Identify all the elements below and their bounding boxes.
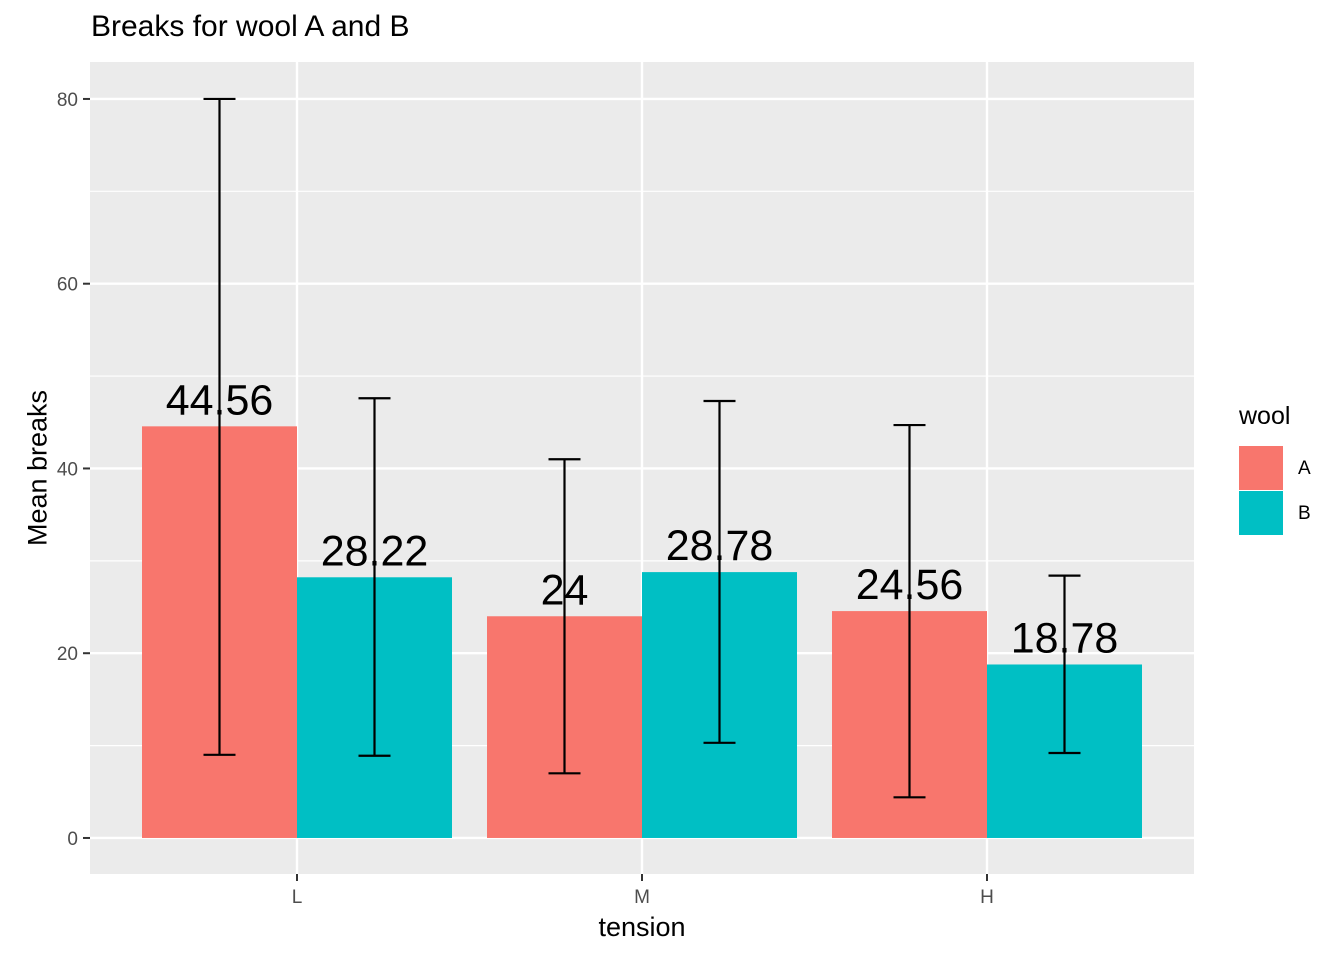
legend-label-b: B [1298, 503, 1311, 524]
chart-title: Breaks for wool A and B [91, 10, 410, 43]
y-axis: 0 20 40 60 80 [57, 90, 90, 850]
y-axis-title: Mean breaks [22, 389, 53, 547]
errorbars-layer [203, 97, 1081, 799]
y-tick-label: 20 [57, 644, 78, 665]
legend-label-a: A [1298, 458, 1311, 479]
data-label-a-h: 24.56 [856, 561, 964, 609]
errorbar-a-m [548, 458, 581, 775]
legend-key-b [1239, 491, 1283, 535]
errorbar-b-h [1048, 574, 1081, 755]
y-tick-label: 80 [57, 90, 78, 111]
data-label-b-l: 28.22 [321, 527, 429, 575]
x-axis-title: tension [598, 912, 686, 942]
errorbar-b-l [358, 397, 391, 757]
y-tick-label: 60 [57, 275, 78, 296]
y-tick-label: 40 [57, 459, 78, 480]
data-labels-layer: 44.56 24 24.56 28.22 28.78 18.78 [166, 376, 1119, 662]
data-label-a-l: 44.56 [166, 376, 274, 424]
legend-title: wool [1239, 402, 1291, 430]
x-tick-label: L [292, 887, 303, 908]
x-tick-label: M [634, 887, 650, 908]
errorbar-b-m [703, 399, 736, 744]
data-label-b-m: 28.78 [666, 522, 774, 570]
data-label-a-m: 24 [541, 566, 589, 614]
data-label-b-h: 18.78 [1011, 614, 1119, 662]
x-tick-label: H [980, 887, 994, 908]
errorbar-a-h [893, 423, 926, 799]
y-tick-label: 0 [67, 829, 78, 850]
legend-key-a [1239, 446, 1283, 490]
errorbar-a-l [203, 97, 236, 756]
